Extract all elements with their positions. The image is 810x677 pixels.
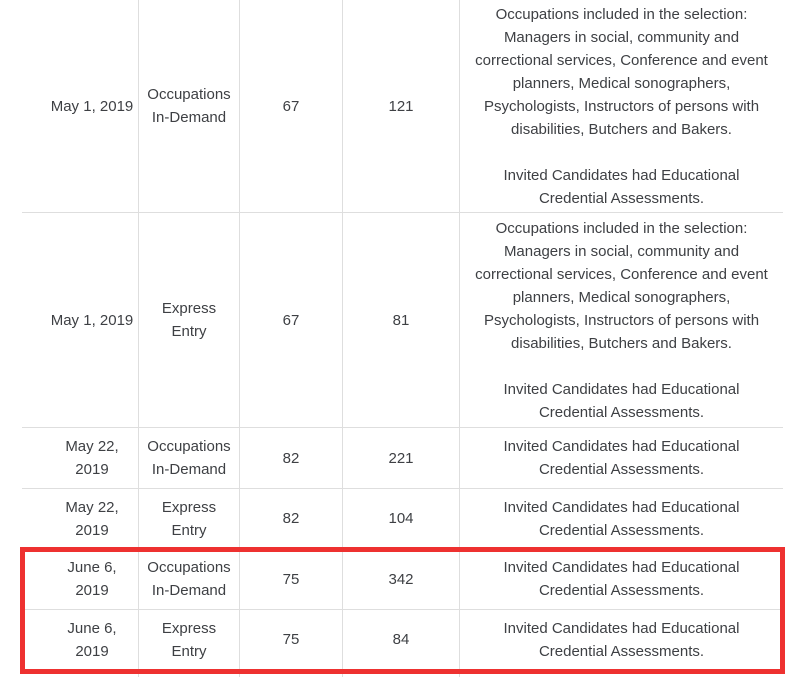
description-cell: Invited Candidates had Educational Crede… — [503, 438, 740, 478]
stream-cell: Occupations In-Demand — [139, 428, 240, 488]
invitations-cell: 342 — [343, 549, 460, 609]
draws-table: May 1, 2019 Occupations In-Demand 67 121… — [22, 0, 783, 677]
stream-cell: Occupations In-Demand — [139, 0, 240, 212]
score-cell: 82 — [240, 489, 343, 548]
table-row: May 22, 2019 Express Entry 82 104 Invite… — [22, 489, 783, 549]
invitations-cell — [343, 670, 460, 677]
invitations-cell: 104 — [343, 489, 460, 548]
score-cell: 75 — [240, 610, 343, 669]
stream-cell: Express Entry — [139, 489, 240, 548]
description-cell: Invited Candidates had Educational Crede… — [503, 619, 740, 660]
table-row: May 1, 2019 Occupations In-Demand 67 121… — [22, 0, 783, 213]
score-cell — [240, 670, 343, 677]
table-row-highlighted: June 6, 2019 Occupations In-Demand 75 34… — [22, 549, 783, 610]
description-cell: Invited Candidates had Educational Crede… — [503, 559, 740, 599]
date-cell: June 6, 2019 — [22, 610, 139, 669]
description-cell: Occupations included in the selection: M… — [475, 5, 768, 207]
stream-cell — [139, 670, 240, 677]
score-cell: 67 — [240, 0, 343, 212]
table-row-highlighted: June 6, 2019 Express Entry 75 84 Invited… — [22, 610, 783, 670]
description-cell: Occupations included in the selection: M… — [475, 219, 768, 421]
score-cell: 67 — [240, 213, 343, 427]
date-cell: May 22, 2019 — [22, 428, 139, 488]
date-cell: May 1, 2019 — [22, 0, 139, 212]
stream-cell: Express Entry — [139, 610, 240, 669]
date-cell: May 22, 2019 — [22, 489, 139, 548]
description-cell — [460, 670, 783, 677]
invitations-cell: 81 — [343, 213, 460, 427]
table-row: May 22, 2019 Occupations In-Demand 82 22… — [22, 428, 783, 489]
description-cell: Invited Candidates had Educational Crede… — [503, 498, 740, 539]
score-cell: 75 — [240, 549, 343, 609]
table-row: May 1, 2019 Express Entry 67 81 Occupati… — [22, 213, 783, 428]
invitations-cell: 121 — [343, 0, 460, 212]
date-cell: June 6, 2019 — [22, 549, 139, 609]
invitations-cell: 84 — [343, 610, 460, 669]
invitations-cell: 221 — [343, 428, 460, 488]
score-cell: 82 — [240, 428, 343, 488]
date-cell — [22, 670, 139, 677]
stream-cell: Express Entry — [139, 213, 240, 427]
stream-cell: Occupations In-Demand — [139, 549, 240, 609]
date-cell: May 1, 2019 — [22, 213, 139, 427]
table-row-partial — [22, 670, 783, 677]
